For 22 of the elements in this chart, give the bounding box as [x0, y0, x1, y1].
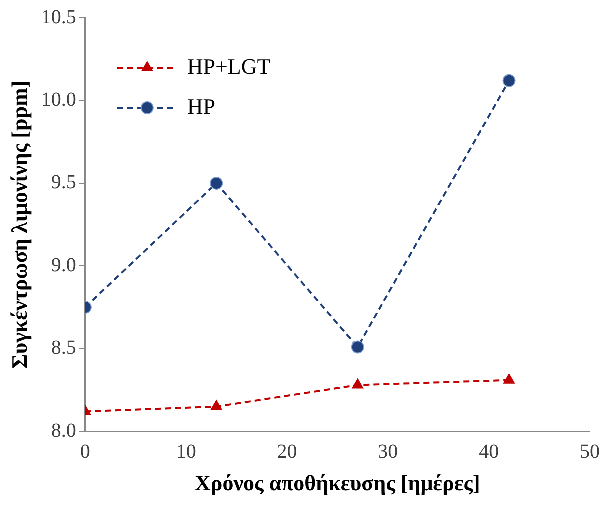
x-tick-label: 0 — [80, 440, 90, 463]
point — [352, 378, 364, 389]
point — [210, 400, 222, 410]
y-tick-label: 8.0 — [51, 420, 76, 442]
y-tick-label: 10.0 — [41, 88, 76, 111]
y-tick-label: 9.5 — [51, 172, 76, 194]
point — [351, 340, 364, 354]
y-axis-title: Συγκέντρωση λιμονίνης [ppm] — [6, 80, 32, 369]
x-tick-label: 10 — [176, 440, 196, 463]
point — [502, 74, 516, 88]
x-tick-label: 20 — [277, 440, 298, 463]
x-tick-label: 30 — [378, 440, 398, 463]
x-tick-label: 40 — [479, 440, 500, 463]
y-tick-label: 10.5 — [41, 6, 76, 28]
legend-label: HP+LGT — [187, 54, 272, 79]
point — [504, 374, 515, 384]
x-axis-title: Χρόνος αποθήκευσης [ημέρες] — [195, 470, 480, 496]
y-tick-label: 8.5 — [51, 337, 76, 360]
point — [210, 176, 224, 190]
legend-label: HP — [187, 94, 216, 119]
x-tick-label: 50 — [580, 440, 600, 463]
y-tick-label: 9.0 — [51, 254, 76, 276]
